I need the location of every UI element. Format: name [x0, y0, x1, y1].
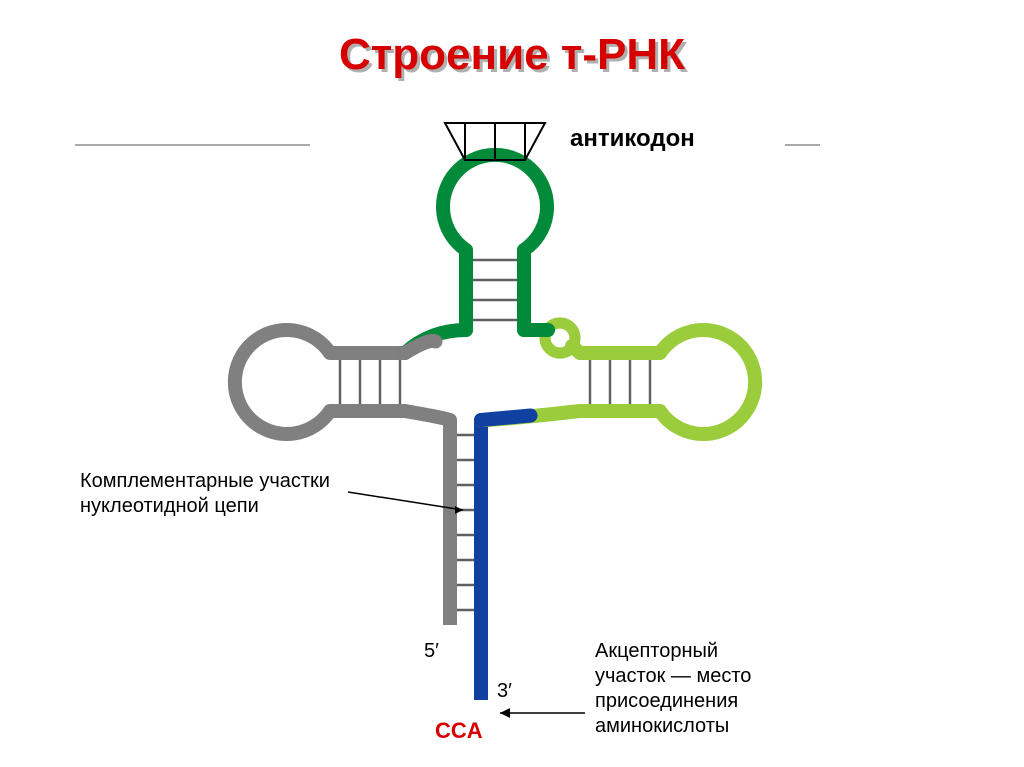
label-acceptor-3: присоединения: [595, 690, 738, 713]
label-acceptor-1: Акцепторный: [595, 640, 718, 663]
label-complementary-1: Комплементарные участки: [80, 470, 330, 493]
label-five-prime: 5′: [424, 640, 439, 663]
label-acceptor-4: аминокислоты: [595, 715, 729, 738]
label-acceptor-2: участок — место: [595, 665, 751, 688]
label-cca: CCA: [435, 718, 483, 744]
label-anticodon: антикодон: [570, 125, 695, 153]
label-complementary-2: нуклеотидной цепи: [80, 495, 259, 518]
trna-diagram: [0, 0, 1024, 767]
label-three-prime: 3′: [497, 680, 512, 703]
